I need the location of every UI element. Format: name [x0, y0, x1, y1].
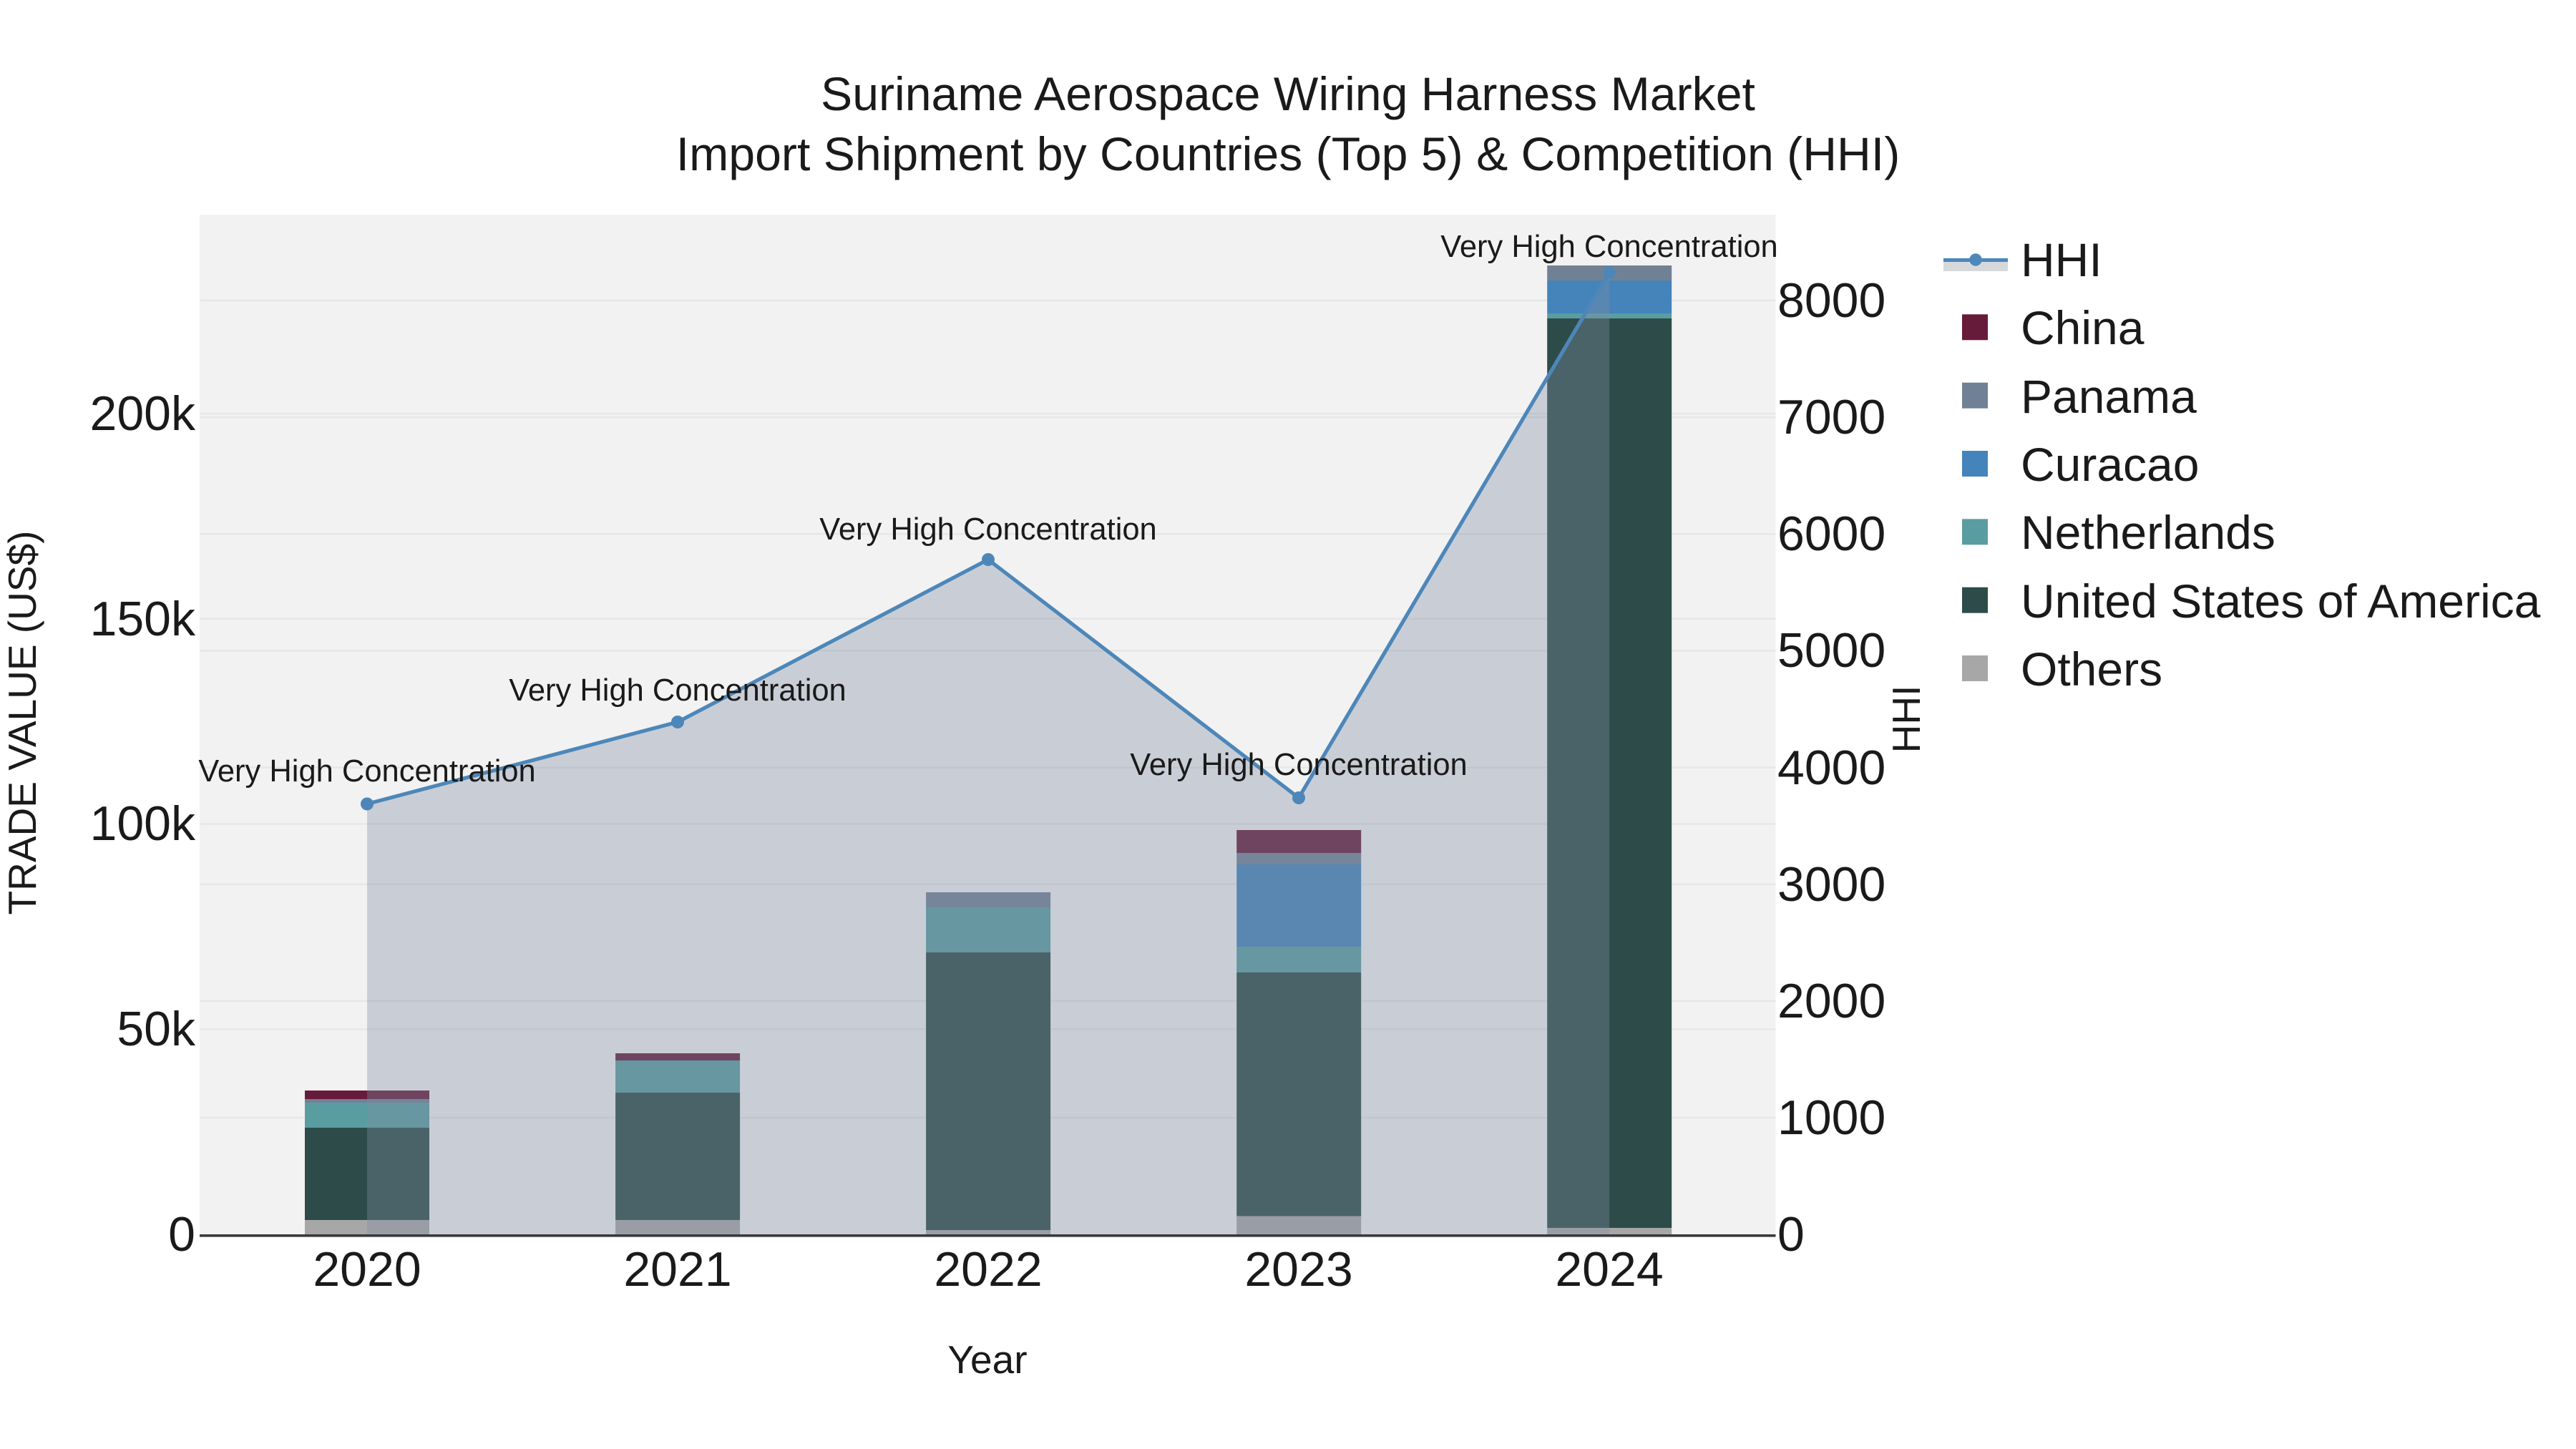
svg-text:100k: 100k — [90, 796, 196, 851]
svg-text:1000: 1000 — [1777, 1091, 1885, 1145]
svg-text:0: 0 — [168, 1207, 195, 1262]
svg-text:Very High Concentration: Very High Concentration — [819, 512, 1157, 547]
svg-text:Very High Concentration: Very High Concentration — [198, 754, 536, 789]
svg-text:2020: 2020 — [313, 1242, 421, 1297]
svg-text:3000: 3000 — [1777, 857, 1885, 912]
svg-text:0: 0 — [1777, 1207, 1805, 1262]
svg-text:United States of America: United States of America — [2021, 575, 2541, 628]
svg-text:Year: Year — [947, 1337, 1027, 1382]
svg-text:4000: 4000 — [1777, 741, 1885, 795]
svg-text:2024: 2024 — [1555, 1242, 1663, 1297]
svg-text:Others: Others — [2021, 643, 2162, 696]
svg-text:5000: 5000 — [1777, 623, 1885, 678]
svg-text:Very High Concentration: Very High Concentration — [1440, 230, 1778, 264]
svg-text:7000: 7000 — [1777, 390, 1885, 444]
svg-text:Suriname Aerospace Wiring Harn: Suriname Aerospace Wiring Harness Market — [821, 68, 1755, 121]
svg-text:2021: 2021 — [623, 1242, 731, 1297]
svg-text:2022: 2022 — [934, 1242, 1042, 1297]
svg-text:2000: 2000 — [1777, 974, 1885, 1028]
svg-text:8000: 8000 — [1777, 273, 1885, 328]
svg-text:Netherlands: Netherlands — [2021, 506, 2275, 559]
svg-text:Very High Concentration: Very High Concentration — [509, 673, 847, 708]
svg-text:China: China — [2021, 301, 2145, 354]
svg-text:HHI: HHI — [2021, 233, 2102, 286]
svg-text:TRADE VALUE (US$): TRADE VALUE (US$) — [0, 531, 44, 915]
svg-text:200k: 200k — [90, 386, 196, 441]
svg-text:Import Shipment by Countries (: Import Shipment by Countries (Top 5) & C… — [676, 128, 1900, 181]
svg-text:Panama: Panama — [2021, 370, 2197, 423]
svg-text:50k: 50k — [117, 1002, 196, 1056]
svg-text:Curacao: Curacao — [2021, 438, 2199, 491]
svg-text:2023: 2023 — [1244, 1242, 1352, 1297]
svg-text:HHI: HHI — [1884, 686, 1928, 753]
svg-text:6000: 6000 — [1777, 507, 1885, 561]
svg-text:Very High Concentration: Very High Concentration — [1130, 748, 1468, 782]
svg-text:150k: 150k — [90, 592, 196, 646]
